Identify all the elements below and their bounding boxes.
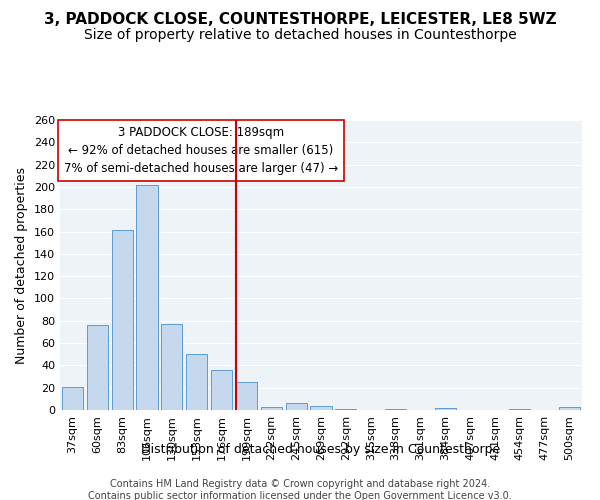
Text: Distribution of detached houses by size in Countesthorpe: Distribution of detached houses by size … [142,442,500,456]
Bar [211,370,232,410]
Bar [435,408,456,410]
Text: Contains public sector information licensed under the Open Government Licence v3: Contains public sector information licen… [88,491,512,500]
Bar [62,386,83,410]
Bar [112,230,133,410]
Bar [136,184,158,410]
Bar [261,406,282,410]
Bar [186,354,207,410]
Text: 3 PADDOCK CLOSE: 189sqm
← 92% of detached houses are smaller (615)
7% of semi-de: 3 PADDOCK CLOSE: 189sqm ← 92% of detache… [64,126,338,175]
Bar [385,409,406,410]
Bar [236,382,257,410]
Bar [559,406,580,410]
Text: Size of property relative to detached houses in Countesthorpe: Size of property relative to detached ho… [83,28,517,42]
Bar [335,409,356,410]
Bar [310,406,332,410]
Y-axis label: Number of detached properties: Number of detached properties [16,166,28,364]
Bar [286,404,307,410]
Text: 3, PADDOCK CLOSE, COUNTESTHORPE, LEICESTER, LE8 5WZ: 3, PADDOCK CLOSE, COUNTESTHORPE, LEICEST… [44,12,556,28]
Bar [161,324,182,410]
Text: Contains HM Land Registry data © Crown copyright and database right 2024.: Contains HM Land Registry data © Crown c… [110,479,490,489]
Bar [509,409,530,410]
Bar [87,325,108,410]
